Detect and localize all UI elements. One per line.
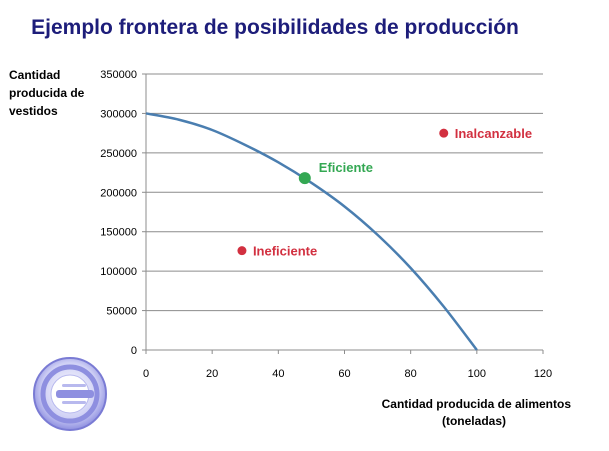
y-tick-label: 100000 (100, 266, 137, 278)
x-tick-label: 60 (338, 368, 350, 380)
y-tick-label: 300000 (100, 108, 137, 120)
point-label-eficiente: Eficiente (319, 160, 373, 175)
annotated-points: Eficiente Ineficiente Inalcanzable (237, 126, 532, 259)
y-axis-title-line-3: vestidos (9, 104, 58, 118)
x-axis-title: Cantidad producida de alimentos (tonelad… (382, 397, 575, 428)
x-tick-label: 120 (534, 368, 552, 380)
y-tick-label: 250000 (100, 148, 137, 160)
y-tick-labels: 0 50000 100000 150000 200000 250000 300000 3500… (100, 69, 137, 357)
y-tick-label: 350000 (100, 69, 137, 81)
series-line-0 (145, 112, 478, 351)
y-tick-label: 200000 (100, 187, 137, 199)
circular-plug-logo-icon (33, 357, 107, 431)
point-inalcanzable (439, 128, 449, 138)
y-axis-title-line-1: Cantidad (9, 68, 60, 82)
x-axis-title-line-1: Cantidad producida de alimentos (382, 397, 572, 411)
y-tick-label: 0 (131, 345, 137, 357)
point-label-ineficiente: Ineficiente (253, 244, 317, 259)
axes (142, 73, 544, 354)
grid-lines (146, 73, 543, 312)
x-tick-label: 80 (405, 368, 417, 380)
x-tick-labels: 0 20 40 60 80 100 120 (143, 368, 552, 380)
y-tick-label: 150000 (100, 227, 137, 239)
x-tick-label: 0 (143, 368, 149, 380)
x-tick-label: 20 (206, 368, 218, 380)
y-axis-title: Cantidad producida de vestidos (9, 68, 88, 118)
y-axis-title-line-2: producida de (9, 86, 85, 100)
point-ineficiente (237, 246, 247, 256)
x-tick-label: 40 (272, 368, 284, 380)
chart-title: Ejemplo frontera de posibilidades de pro… (31, 16, 519, 39)
y-tick-label: 50000 (106, 306, 137, 318)
point-eficiente (298, 172, 311, 185)
series-group (145, 112, 478, 351)
x-tick-label: 100 (468, 368, 486, 380)
x-axis-title-line-2: (toneladas) (442, 414, 506, 428)
point-label-inalcanzable: Inalcanzable (455, 126, 532, 141)
